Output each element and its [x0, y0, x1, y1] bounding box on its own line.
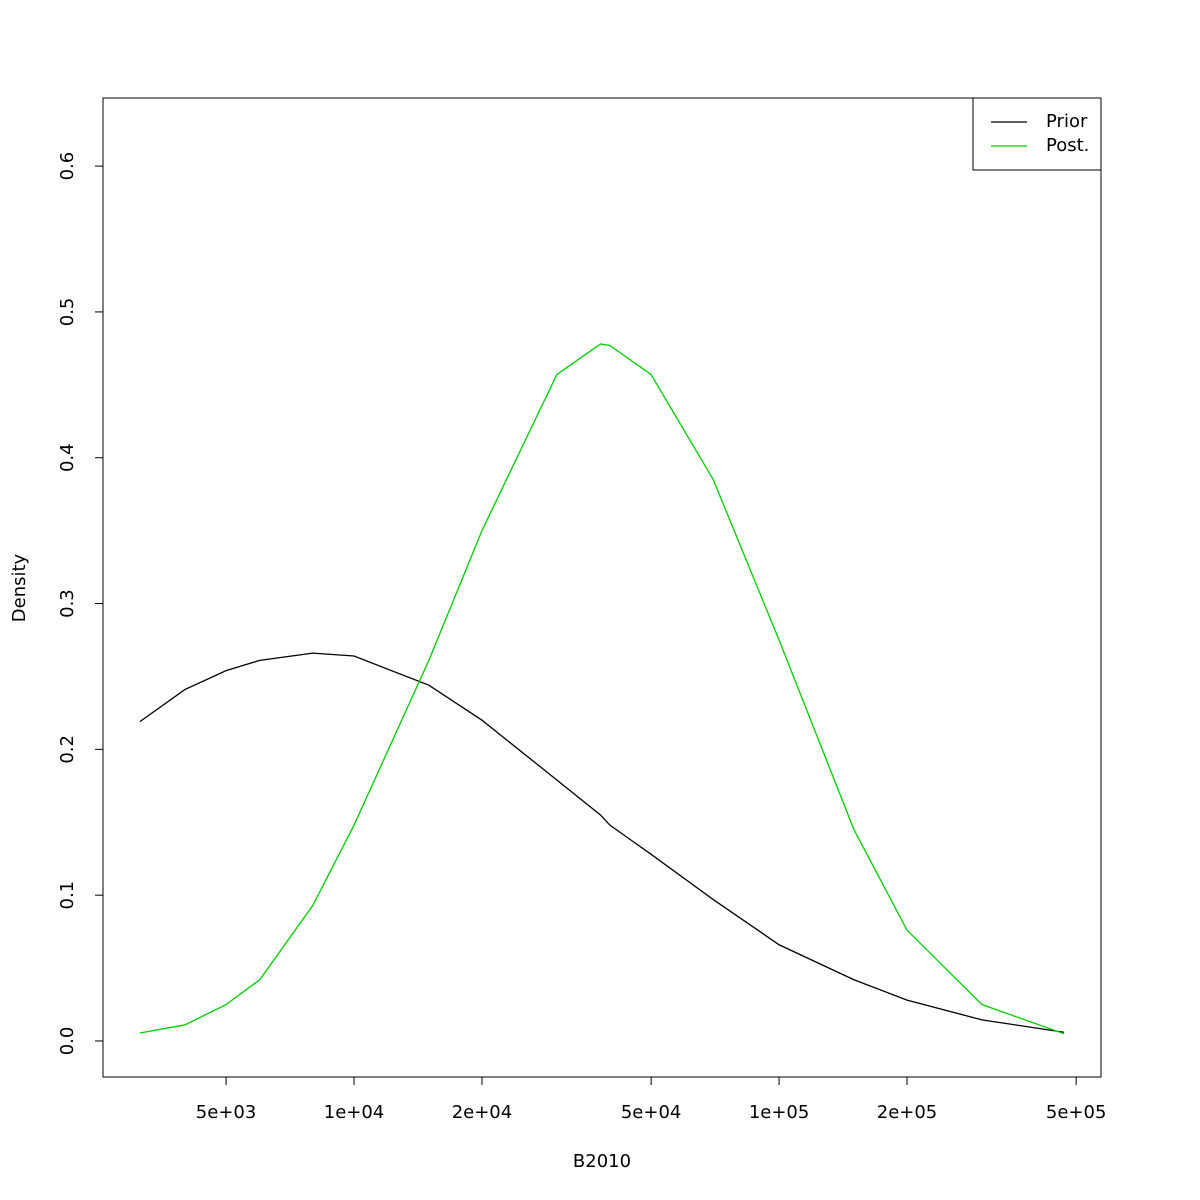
x-tick-label: 1e+05 [749, 1102, 810, 1123]
y-axis-label: Density [9, 553, 30, 622]
legend-box [972, 97, 1102, 171]
x-tick-label: 2e+04 [452, 1102, 513, 1123]
x-tick-label: 2e+05 [877, 1102, 938, 1123]
y-tick-label: 0.3 [57, 589, 78, 618]
x-tick-label: 5e+03 [196, 1102, 257, 1123]
x-tick-label: 1e+04 [324, 1102, 385, 1123]
x-tick-label: 5e+04 [621, 1102, 682, 1123]
plot-frame [102, 97, 1102, 1078]
line-series [139, 343, 1065, 1035]
legend-label: Prior [1046, 111, 1088, 132]
legend-label: Post. [1046, 135, 1089, 156]
y-tick-label: 0.4 [57, 443, 78, 472]
line-series [139, 652, 1065, 1033]
y-tick-label: 0.2 [57, 735, 78, 764]
x-axis-label: B2010 [573, 1151, 631, 1172]
y-tick-label: 0.6 [57, 152, 78, 181]
x-tick-label: 5e+05 [1046, 1102, 1107, 1123]
y-tick-label: 0.1 [57, 881, 78, 910]
y-tick-label: 0.0 [57, 1027, 78, 1056]
y-tick-label: 0.5 [57, 298, 78, 327]
